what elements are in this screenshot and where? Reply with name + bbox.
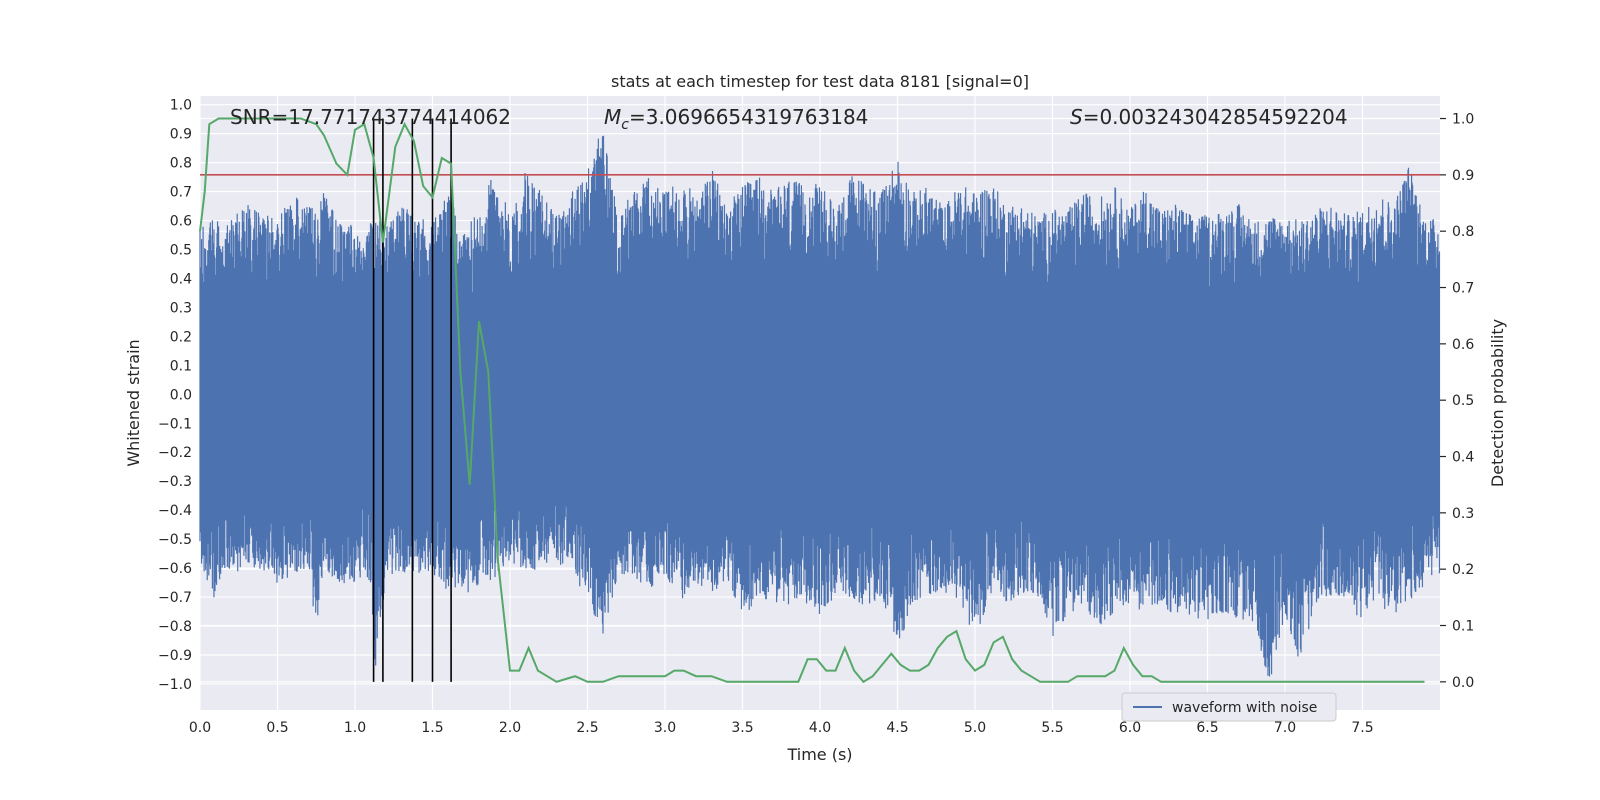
x-tick-label: 6.5 (1196, 720, 1218, 736)
x-tick-label: 3.0 (654, 720, 676, 736)
x-tick-label: 5.5 (1041, 720, 1063, 736)
y-tick-label: 0.4 (170, 271, 192, 287)
y-right-tick-label: 1.0 (1452, 112, 1474, 128)
y-axis-right-label: Detection probability (1488, 319, 1507, 487)
y-right-tick-label: 0.0 (1452, 675, 1474, 691)
y-right-tick-label: 0.2 (1452, 562, 1474, 578)
chart-title: stats at each timestep for test data 818… (611, 72, 1029, 91)
y-tick-label: −0.4 (158, 503, 192, 519)
x-tick-label: 6.0 (1119, 720, 1141, 736)
y-tick-label: 0.7 (170, 185, 192, 201)
y-axis-right-ticks: 0.0 0.1 0.2 0.3 0.4 0.5 0.6 0.7 0.8 0.9 1.0 (1440, 112, 1474, 691)
chirp-mass-value: =3.0696654319763184 (629, 105, 868, 129)
y-tick-label: −0.3 (158, 474, 192, 490)
y-axis-label: Whitened strain (124, 339, 143, 466)
y-tick-label: 0.5 (170, 243, 192, 259)
y-tick-label: 0.6 (170, 214, 192, 230)
y-tick-label: −0.5 (158, 532, 192, 548)
x-tick-label: 1.0 (344, 720, 366, 736)
y-tick-label: −0.1 (158, 416, 192, 432)
x-tick-label: 3.5 (731, 720, 753, 736)
y-tick-label: −0.9 (158, 648, 192, 664)
x-tick-label: 7.0 (1274, 720, 1296, 736)
y-right-tick-label: 0.4 (1452, 450, 1474, 466)
chirp-mass-annotation: Mc=3.0696654319763184 (604, 105, 868, 133)
x-tick-label: 4.5 (886, 720, 908, 736)
y-right-tick-label: 0.6 (1452, 337, 1474, 353)
y-tick-label: 1.0 (170, 98, 192, 114)
legend-box (1121, 692, 1337, 722)
x-tick-label: 1.5 (421, 720, 443, 736)
s-symbol: S (1070, 105, 1083, 129)
x-tick-label: 0.5 (266, 720, 288, 736)
x-tick-label: 7.5 (1351, 720, 1373, 736)
y-right-tick-label: 0.5 (1452, 393, 1474, 409)
s-value: =0.003243042854592204 (1083, 105, 1348, 129)
x-tick-label: 5.0 (964, 720, 986, 736)
y-right-tick-label: 0.7 (1452, 281, 1474, 297)
legend-label: waveform with noise (1172, 700, 1317, 716)
y-tick-label: 0.1 (170, 358, 192, 374)
y-right-tick-label: 0.3 (1452, 506, 1474, 522)
x-tick-label: 2.0 (499, 720, 521, 736)
x-tick-label: 2.5 (576, 720, 598, 736)
y-tick-label: −0.2 (158, 445, 192, 461)
y-tick-label: 0.2 (170, 329, 192, 345)
y-tick-label: 0.9 (170, 127, 192, 143)
y-right-tick-label: 0.8 (1452, 224, 1474, 240)
x-tick-label: 0.0 (189, 720, 211, 736)
y-tick-label: −1.0 (158, 677, 192, 693)
snr-annotation: SNR=17.771743774414062 (230, 105, 511, 129)
waveform-core (200, 301, 1440, 487)
legend: waveform with noise (1121, 692, 1337, 722)
probability-series-line (199, 117, 1425, 684)
waveform-series (199, 135, 1441, 677)
chirp-mass-symbol: M (604, 105, 621, 129)
s-annotation: S=0.003243042854592204 (1070, 105, 1348, 129)
y-tick-label: 0.0 (170, 387, 192, 403)
y-tick-label: −0.7 (158, 590, 192, 606)
vertical-markers (372, 118, 452, 682)
y-tick-label: 0.3 (170, 300, 192, 316)
chirp-mass-subscript: c (621, 117, 629, 133)
y-right-tick-label: 0.1 (1452, 619, 1474, 635)
x-axis-ticks: 0.0 0.5 1.0 1.5 2.0 2.5 3.0 3.5 4.0 4.5 5.0 5.5 6.0 6… (189, 720, 1374, 736)
y-tick-label: −0.6 (158, 561, 192, 577)
x-axis-label: Time (s) (786, 745, 852, 764)
x-tick-label: 4.0 (809, 720, 831, 736)
y-tick-label: −0.8 (158, 619, 192, 635)
y-tick-label: 0.8 (170, 156, 192, 172)
y-right-tick-label: 0.9 (1452, 168, 1474, 184)
y-axis-left-ticks: −1.0 −0.9 −0.8 −0.7 −0.6 −0.5 −0.4 −0.3 −0.2 −0.1… (158, 98, 192, 693)
